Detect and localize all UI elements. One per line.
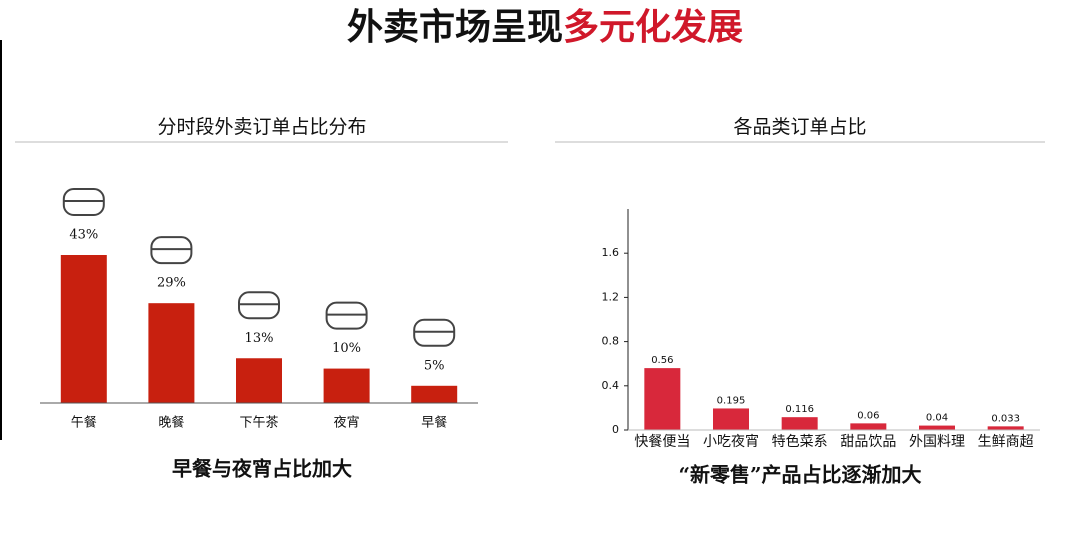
- value-label: 5%: [424, 358, 445, 373]
- value-label: 0.04: [926, 413, 948, 424]
- bar: [781, 417, 818, 430]
- bar: [323, 368, 370, 403]
- value-label: 0.56: [651, 355, 673, 366]
- x-tick-label: 特色菜系: [772, 433, 828, 450]
- x-tick-label: 晚餐: [158, 415, 184, 431]
- x-tick-label: 午餐: [71, 415, 97, 431]
- x-tick-label: 快餐便当: [634, 434, 690, 450]
- value-label: 0.033: [991, 413, 1020, 424]
- chart-title: 分时段外卖订单占比分布: [157, 116, 366, 138]
- x-tick-label: 夜宵: [334, 415, 360, 431]
- value-label: 0.116: [785, 404, 814, 415]
- category-icon: [62, 188, 105, 216]
- bar: [411, 385, 458, 403]
- x-tick-label: 外国料理: [909, 434, 965, 450]
- bar: [148, 303, 195, 403]
- bar: [919, 425, 955, 430]
- value-label: 43%: [69, 228, 98, 243]
- bar: [644, 368, 681, 430]
- value-label: 13%: [245, 331, 274, 346]
- y-tick-label: 0.4: [602, 379, 620, 392]
- slide-title: 外卖市场呈现多元化发展: [347, 6, 743, 48]
- value-label: 0.195: [717, 395, 746, 406]
- y-tick-label: 1.2: [602, 290, 620, 303]
- value-label: 29%: [157, 276, 186, 291]
- x-tick-label: 甜品饮品: [840, 434, 896, 450]
- bar: [236, 358, 282, 403]
- x-tick-label: 生鲜商超: [978, 434, 1034, 450]
- title-red: 多元化发展: [563, 6, 743, 48]
- value-label: 10%: [332, 341, 361, 356]
- chart-caption: 早餐与夜宵占比加大: [172, 457, 352, 481]
- category-icon: [238, 291, 280, 320]
- category-icon: [325, 301, 368, 330]
- y-tick-label: 1.6: [602, 246, 620, 259]
- y-tick-label: 0.8: [602, 335, 620, 348]
- bar: [850, 423, 887, 430]
- x-tick-label: 早餐: [421, 415, 447, 431]
- chart-title: 各品类订单占比: [733, 116, 866, 138]
- category-icon: [150, 236, 193, 265]
- bar: [60, 255, 107, 403]
- category-icon: [413, 318, 456, 347]
- value-label: 0.06: [857, 410, 879, 421]
- y-tick-label: 0: [612, 423, 619, 436]
- title-dark: 外卖市场呈现: [347, 6, 563, 48]
- x-tick-label: 下午茶: [239, 415, 278, 431]
- x-tick-label: 小吃夜宵: [703, 433, 759, 450]
- bar: [987, 426, 1024, 430]
- bar: [713, 408, 749, 430]
- chart-caption: “新零售”产品占比逐渐加大: [678, 463, 921, 487]
